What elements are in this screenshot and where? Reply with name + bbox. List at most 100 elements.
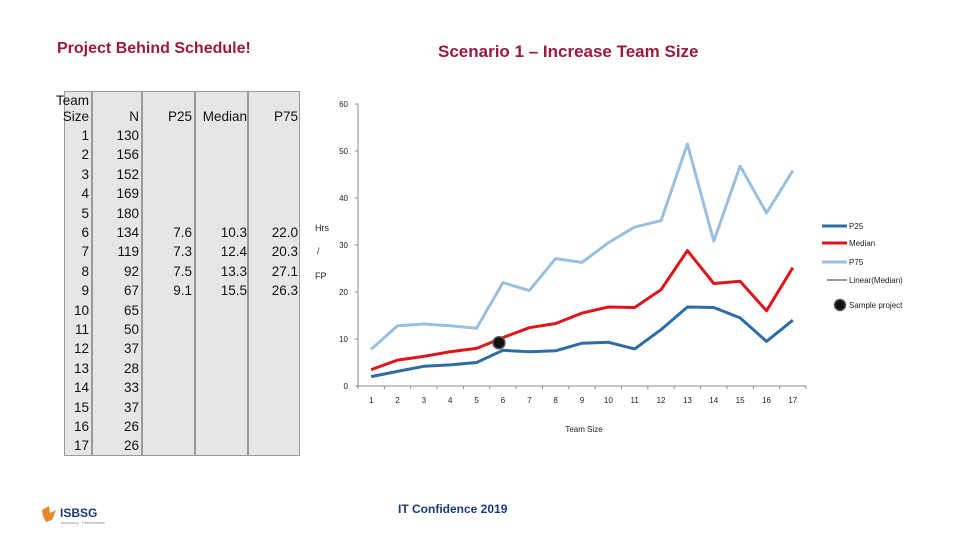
n-cell: 152 [116, 166, 139, 182]
team-size-cell: 8 [81, 263, 89, 279]
median-cell: 13.3 [220, 263, 247, 279]
n-cell: 33 [123, 380, 139, 396]
team-size-cell: 5 [81, 205, 89, 221]
x-tick-label: 11 [631, 396, 640, 405]
table-col-n [92, 91, 142, 456]
header-p25: P25 [167, 109, 192, 124]
x-tick-label: 12 [657, 396, 666, 405]
n-cell: 26 [123, 438, 139, 454]
team-size-cell: 15 [73, 399, 89, 415]
table-col-team-size [64, 91, 92, 456]
team-size-cell: 1 [81, 128, 89, 143]
x-tick-label: 6 [501, 396, 506, 405]
x-tick-label: 15 [736, 396, 745, 405]
x-tick-label: 13 [683, 396, 692, 405]
team-size-cell: 3 [81, 166, 89, 182]
y-tick-label: 50 [339, 147, 348, 156]
y-tick-label: 20 [339, 288, 348, 297]
team-size-cell: 10 [73, 302, 89, 318]
y-axis-label: Hrs [315, 223, 329, 233]
y-tick-label: 30 [339, 241, 348, 250]
page-title-right: Scenario 1 – Increase Team Size [438, 42, 699, 61]
team-size-cell: 7 [81, 244, 89, 260]
n-cell: 26 [123, 419, 139, 434]
x-tick-label: 3 [422, 396, 427, 405]
p75-cell: 20.3 [271, 244, 298, 260]
header-team: Team [55, 93, 89, 108]
logo-tagline: Improving · Performance [61, 520, 106, 525]
p75-cell: 26.3 [271, 283, 298, 299]
team-size-cell: 9 [81, 283, 89, 299]
n-cell: 65 [123, 302, 139, 318]
x-tick-label: 4 [448, 396, 453, 405]
y-tick-label: 10 [339, 335, 348, 344]
team-size-cell: 17 [73, 438, 89, 454]
p25-cell: 7.3 [173, 244, 192, 260]
header-p75: P75 [273, 109, 298, 124]
y-axis-label: FP [315, 271, 327, 281]
isbsg-logo: ISBSG Improving · Performance [40, 502, 120, 526]
x-axis-label: Team Size [565, 425, 603, 434]
n-cell: 67 [123, 283, 139, 299]
n-cell: 180 [116, 205, 139, 221]
x-tick-label: 8 [553, 396, 558, 405]
n-cell: 50 [123, 322, 139, 337]
n-cell: 28 [123, 360, 139, 376]
p75-cell: 27.1 [271, 263, 298, 279]
x-tick-label: 5 [474, 396, 479, 405]
series-line-p25 [370, 305, 794, 379]
table-col-p25 [142, 91, 195, 456]
header-n: N [129, 109, 139, 124]
footer-text: IT Confidence 2019 [398, 502, 508, 516]
team-size-cell: 12 [73, 341, 89, 357]
legend-label: P25 [849, 222, 864, 231]
team-size-cell: 2 [81, 147, 89, 163]
legend-label: Median [849, 239, 875, 248]
x-tick-label: 2 [395, 396, 400, 405]
x-tick-label: 10 [604, 396, 613, 405]
p25-cell: 7.6 [173, 225, 192, 240]
team-size-cell: 16 [73, 419, 89, 434]
x-tick-label: 1 [369, 396, 374, 405]
median-cell: 15.5 [220, 283, 247, 299]
n-cell: 130 [116, 128, 139, 143]
team-size-cell: 13 [73, 360, 89, 376]
n-cell: 92 [123, 263, 139, 279]
median-cell: 12.4 [220, 244, 247, 260]
p25-cell: 7.5 [173, 263, 192, 279]
logo-mark-icon [42, 506, 56, 522]
p25-cell: 9.1 [173, 283, 192, 299]
team-size-cell: 11 [74, 322, 89, 337]
x-tick-label: 9 [580, 396, 585, 405]
sample-project-marker [492, 336, 506, 350]
x-tick-label: 7 [527, 396, 532, 405]
x-tick-label: 14 [709, 396, 718, 405]
legend-swatch [833, 298, 847, 312]
y-axis-label: / [317, 246, 320, 256]
header-size: Size [62, 109, 89, 124]
logo-text: ISBSG [60, 506, 97, 520]
team-size-cell: 6 [81, 225, 89, 240]
y-tick-label: 40 [339, 194, 348, 203]
p75-cell: 22.0 [271, 225, 298, 240]
y-tick-label: 60 [339, 100, 348, 109]
table-col-median [195, 91, 248, 456]
n-cell: 37 [123, 341, 139, 357]
n-cell: 134 [116, 225, 139, 240]
n-cell: 119 [117, 244, 139, 260]
team-size-cell: 14 [73, 380, 89, 396]
median-cell: 10.3 [220, 225, 247, 240]
series-line-median [370, 249, 795, 372]
legend-label: Linear(Median) [849, 276, 903, 285]
table-col-p75 [248, 91, 300, 456]
x-tick-label: 17 [788, 396, 797, 405]
y-tick-label: 0 [344, 382, 349, 391]
page-title-left: Project Behind Schedule! [57, 40, 251, 57]
n-cell: 156 [116, 147, 139, 163]
n-cell: 37 [123, 399, 139, 415]
series-line-p75 [370, 142, 795, 351]
header-median: Median [202, 109, 247, 124]
x-tick-label: 16 [762, 396, 771, 405]
team-size-cell: 4 [81, 186, 89, 202]
